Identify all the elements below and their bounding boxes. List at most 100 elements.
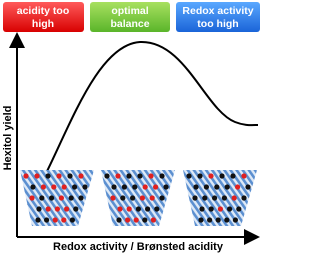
atom: [29, 195, 35, 201]
atom: [227, 206, 233, 212]
atom: [159, 173, 165, 179]
atom: [219, 173, 225, 179]
atom: [207, 217, 213, 223]
atom: [215, 217, 221, 223]
crystal: [20, 170, 94, 226]
atom: [34, 173, 40, 179]
atom: [130, 195, 136, 201]
atom: [69, 217, 75, 223]
atom: [192, 195, 198, 201]
atom: [68, 195, 74, 201]
atom: [139, 195, 145, 201]
atom: [241, 173, 247, 179]
atom: [232, 217, 238, 223]
atom: [145, 206, 151, 212]
box-green: [90, 2, 170, 32]
atom: [126, 173, 132, 179]
atom: [111, 184, 117, 190]
atom: [245, 184, 251, 190]
atom: [203, 184, 209, 190]
atom: [82, 184, 88, 190]
atom: [202, 195, 208, 201]
atom: [214, 184, 220, 190]
atom: [142, 217, 148, 223]
atom: [221, 195, 227, 201]
box-text: too high: [197, 18, 238, 30]
atom: [67, 173, 73, 179]
atom: [54, 206, 61, 212]
atom: [193, 184, 199, 190]
atom: [104, 173, 110, 179]
atom: [58, 195, 64, 201]
atom: [135, 206, 141, 212]
diagram: acidity too high optimal balance Redox a…: [2, 2, 260, 253]
atom: [78, 195, 84, 201]
atom: [133, 217, 139, 223]
box-red: [3, 2, 84, 32]
atom: [73, 206, 79, 212]
atom: [61, 217, 67, 223]
atom: [208, 173, 214, 179]
atom: [45, 173, 51, 179]
atom: [235, 184, 241, 190]
atom: [35, 217, 41, 223]
atom: [231, 195, 237, 201]
box-text: balance: [110, 18, 149, 30]
crystal: [101, 170, 175, 226]
atom: [153, 184, 159, 190]
atom: [115, 173, 121, 179]
atom: [199, 206, 205, 212]
atom: [40, 184, 47, 190]
atom: [125, 217, 131, 223]
y-axis-label: Hexitol yield: [2, 106, 14, 171]
atom: [149, 195, 155, 201]
crystal: [183, 170, 257, 226]
box-text: high: [32, 18, 54, 30]
atom: [197, 173, 203, 179]
atom: [150, 217, 156, 223]
box-text: acidity too: [17, 5, 70, 17]
atom: [159, 195, 165, 201]
atom: [154, 206, 160, 212]
crystals: [20, 170, 257, 226]
atom: [212, 195, 218, 201]
atom: [110, 195, 116, 201]
atom: [230, 173, 236, 179]
atom: [78, 173, 84, 179]
atom: [39, 195, 45, 201]
atom: [56, 173, 62, 179]
atom: [72, 184, 78, 190]
box-text: optimal: [111, 5, 148, 17]
atom: [36, 206, 42, 212]
atom: [30, 184, 36, 190]
box-text: Redox activity: [182, 5, 253, 17]
atom: [236, 206, 242, 212]
atom: [117, 206, 123, 212]
atom: [116, 217, 122, 223]
atom: [142, 184, 148, 190]
box-blue: [176, 2, 260, 32]
atom: [132, 184, 138, 190]
atom: [163, 184, 169, 190]
atom: [198, 217, 204, 223]
atom: [224, 217, 230, 223]
x-axis-label: Redox activity / Brønsted acidity: [53, 241, 224, 253]
atom: [148, 173, 154, 179]
atom: [61, 184, 67, 190]
atom: [217, 206, 223, 212]
atom: [51, 184, 57, 190]
atom: [121, 184, 127, 190]
atom: [224, 184, 230, 190]
atom: [120, 195, 126, 201]
atom: [208, 206, 214, 212]
atom: [45, 206, 51, 212]
atom: [52, 217, 58, 223]
atom: [64, 206, 70, 212]
atom: [23, 173, 29, 179]
yield-curve: [27, 40, 259, 206]
atom: [137, 173, 143, 179]
atom: [241, 195, 247, 201]
atom: [126, 206, 132, 212]
atom: [49, 195, 55, 201]
atom: [186, 173, 192, 179]
